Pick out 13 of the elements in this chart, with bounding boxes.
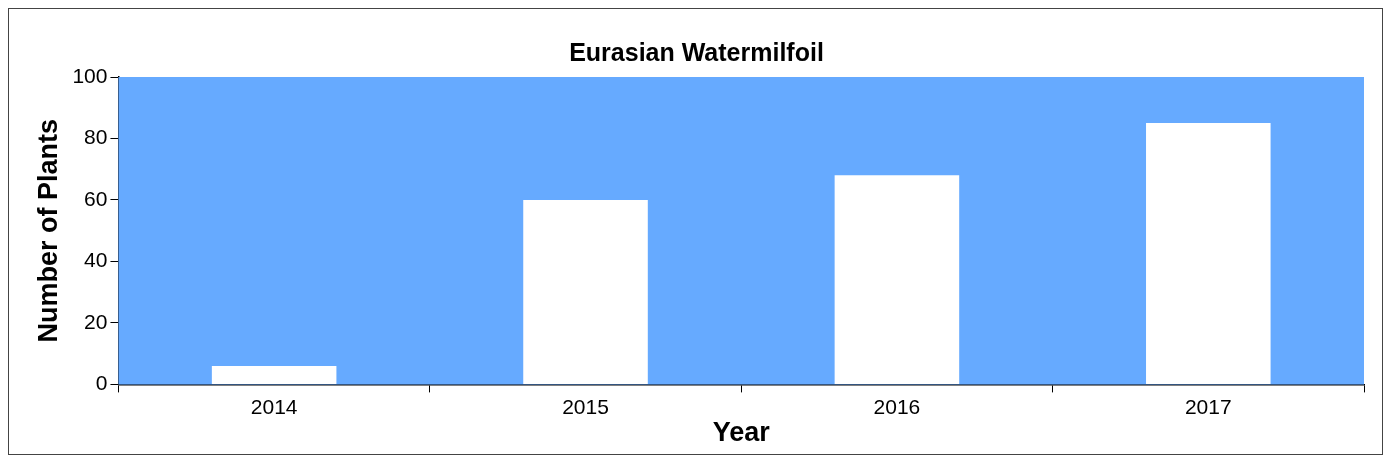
x-axis-title: Year [712, 417, 771, 448]
y-axis-title: Number of Plants [32, 118, 63, 343]
y-tick-label: 20 [84, 309, 108, 333]
y-tick-label: 100 [72, 63, 108, 87]
x-tick-label: 2015 [562, 394, 609, 418]
y-tick-label: 80 [84, 125, 108, 149]
y-tick-label: 40 [84, 248, 108, 272]
y-tick-label: 0 [95, 371, 108, 395]
x-tick-label: 2017 [1184, 394, 1232, 418]
y-tick-label: 60 [84, 186, 108, 210]
x-tick-label: 2014 [250, 394, 298, 418]
x-tick-label: 2016 [873, 394, 921, 418]
chart-title: Eurasian Watermilfoil [569, 37, 824, 66]
